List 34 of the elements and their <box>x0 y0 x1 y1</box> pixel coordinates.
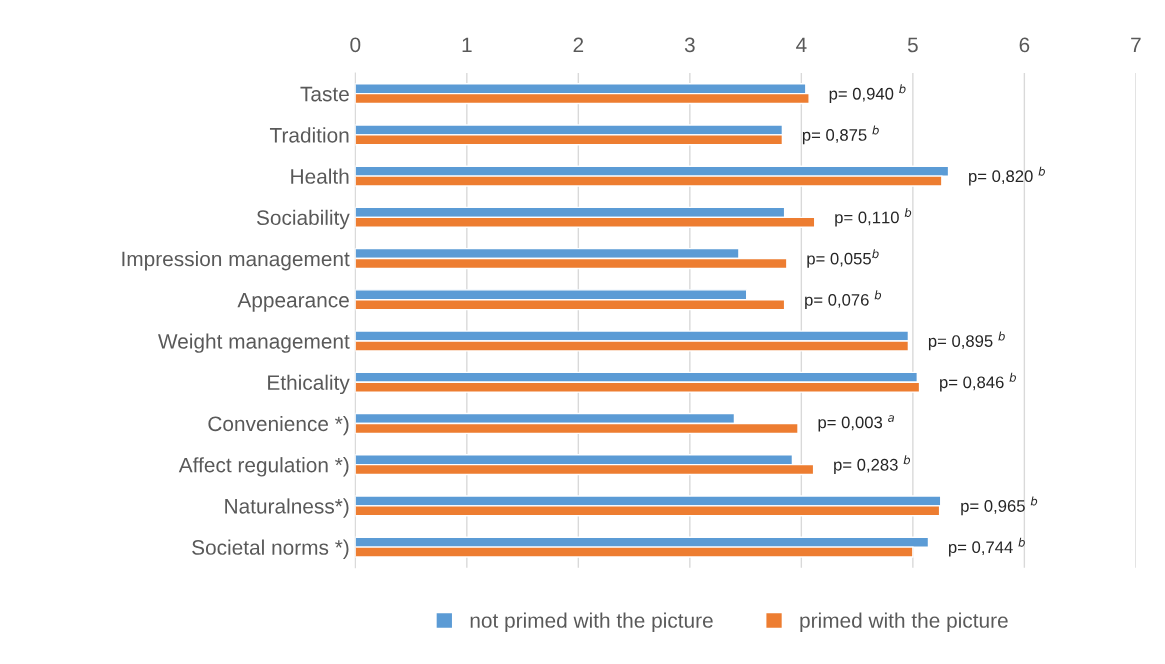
annotation: p= 0,055$^{b}$ <box>807 249 879 268</box>
x-tick-label: 4 <box>796 37 807 53</box>
y-tick-label: Taste <box>300 86 349 102</box>
annotation: p= 0,110 $^{b}$ <box>835 207 912 227</box>
x-tick-label: 6 <box>1019 37 1030 53</box>
y-tick-label: Naturalness*) <box>225 498 349 518</box>
y-tick-label: Health <box>291 168 349 184</box>
y-tick-label: Affect regulation *) <box>178 457 349 477</box>
x-tick-label: 2 <box>573 37 584 53</box>
x-tick-label: 0 <box>350 37 361 53</box>
y-tick-label: Appearance <box>237 292 349 312</box>
y-tick-label: Tradition <box>269 127 349 143</box>
x-tick-label: 1 <box>462 37 472 53</box>
y-tick-label: Societal norms *) <box>192 539 349 559</box>
annotation: p= 0,875 $^{b}$ <box>802 125 879 145</box>
x-tick-label: 3 <box>684 37 695 53</box>
annotation: p= 0,283 $^{b}$ <box>834 455 911 474</box>
annotation: p= 0,940 $^{b}$ <box>829 84 906 103</box>
legend-label: not primed with the picture <box>470 612 713 632</box>
annotation: p= 0,003 $^{a}$ <box>818 415 894 432</box>
y-tick-label: Convenience *) <box>208 415 349 436</box>
annotation: p= 0,744 $^{b}$ <box>948 537 1025 557</box>
annotation: p= 0,895 $^{b}$ <box>928 331 1005 351</box>
annotation: p= 0,076 $^{b}$ <box>805 290 882 310</box>
y-tick-label: Sociability <box>256 209 350 230</box>
annotation: p= 0,846 $^{b}$ <box>940 372 1016 392</box>
x-tick-label: 7 <box>1131 37 1141 53</box>
annotation: p= 0,820 $^{b}$ <box>969 166 1045 186</box>
y-tick-label: Impression management <box>122 251 350 271</box>
y-tick-label: Ethicality <box>268 374 350 395</box>
annotation: p= 0,965 $^{b}$ <box>961 496 1038 516</box>
legend-label: primed with the picture <box>800 612 1008 632</box>
y-tick-label: Weight management <box>158 333 350 353</box>
x-tick-label: 5 <box>907 37 918 53</box>
